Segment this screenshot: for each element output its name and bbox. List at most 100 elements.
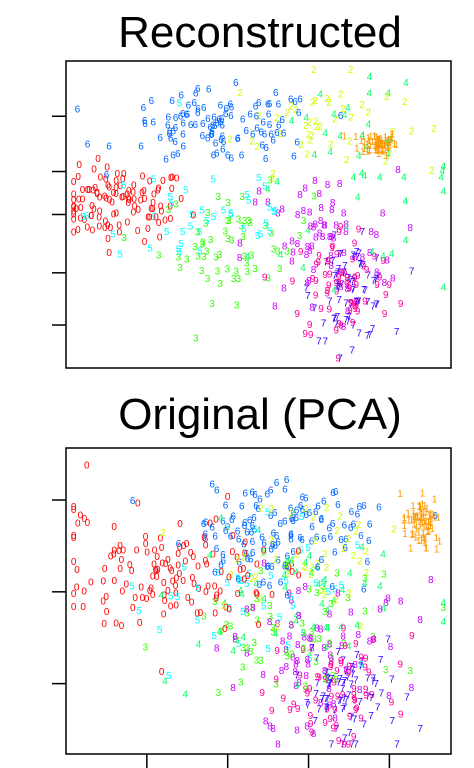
data-point-digit-0: 0 <box>174 573 180 584</box>
data-point-digit-6: 6 <box>267 120 273 131</box>
data-point-digit-9: 9 <box>345 276 351 287</box>
data-point-digit-9: 9 <box>338 656 344 667</box>
data-point-digit-9: 9 <box>297 671 303 682</box>
data-point-digit-6: 6 <box>218 135 224 146</box>
data-point-digit-6: 6 <box>203 534 209 545</box>
data-point-digit-5: 5 <box>265 644 271 655</box>
data-point-digit-1: 1 <box>370 137 376 148</box>
data-point-digit-6: 6 <box>349 507 355 518</box>
data-point-digit-3: 3 <box>192 242 198 253</box>
data-point-digit-9: 9 <box>355 297 361 308</box>
data-point-digit-6: 6 <box>285 552 291 563</box>
data-point-digit-2: 2 <box>227 135 233 146</box>
data-point-digit-3: 3 <box>236 214 242 225</box>
data-point-digit-6: 6 <box>265 100 271 111</box>
data-point-digit-9: 9 <box>334 250 340 261</box>
data-point-digit-8: 8 <box>305 659 311 670</box>
data-point-digit-6: 6 <box>267 99 273 110</box>
data-point-digit-9: 9 <box>310 274 316 285</box>
data-point-digit-1: 1 <box>418 502 424 513</box>
data-point-digit-4: 4 <box>158 591 164 602</box>
data-point-digit-6: 6 <box>235 526 241 537</box>
data-point-digit-5: 5 <box>268 571 274 582</box>
data-point-digit-7: 7 <box>337 696 343 707</box>
data-point-digit-0: 0 <box>117 541 123 552</box>
data-point-digit-9: 9 <box>336 278 342 289</box>
data-point-digit-4: 4 <box>354 621 360 632</box>
data-point-digit-9: 9 <box>327 305 333 316</box>
data-point-digit-6: 6 <box>130 496 136 507</box>
data-point-digit-6: 6 <box>279 115 285 126</box>
data-point-digit-7: 7 <box>329 674 335 685</box>
data-point-digit-3: 3 <box>267 176 273 187</box>
data-point-digit-0: 0 <box>145 224 151 235</box>
data-point-digit-0: 0 <box>103 174 109 185</box>
data-point-digit-6: 6 <box>338 111 344 122</box>
data-point-digit-6: 6 <box>220 516 226 527</box>
data-point-digit-7: 7 <box>373 274 379 285</box>
data-point-digit-9: 9 <box>308 330 314 341</box>
data-point-digit-0: 0 <box>97 207 103 218</box>
data-point-digit-0: 0 <box>212 609 218 620</box>
data-point-digit-0: 0 <box>175 549 181 560</box>
data-point-digit-9: 9 <box>335 353 341 364</box>
data-point-digit-0: 0 <box>150 590 156 601</box>
data-point-digit-7: 7 <box>342 676 348 687</box>
data-point-digit-1: 1 <box>360 147 366 158</box>
data-point-digit-8: 8 <box>329 205 335 216</box>
data-point-digit-2: 2 <box>324 94 330 105</box>
data-point-digit-6: 6 <box>178 90 184 101</box>
data-point-digit-4: 4 <box>265 184 271 195</box>
data-point-digit-7: 7 <box>375 703 381 714</box>
data-point-digit-3: 3 <box>258 566 264 577</box>
data-point-digit-3: 3 <box>248 647 254 658</box>
data-point-digit-1: 1 <box>423 534 429 545</box>
data-point-digit-1: 1 <box>379 138 385 149</box>
data-point-digit-1: 1 <box>376 140 382 151</box>
data-point-digit-1: 1 <box>428 509 434 520</box>
data-point-digit-8: 8 <box>356 630 362 641</box>
data-point-digit-8: 8 <box>295 640 301 651</box>
data-point-digit-8: 8 <box>317 189 323 200</box>
data-point-digit-5: 5 <box>177 99 183 110</box>
data-point-digit-7: 7 <box>345 673 351 684</box>
data-point-digit-6: 6 <box>268 545 274 556</box>
data-point-digit-9: 9 <box>302 329 308 340</box>
data-point-digit-0: 0 <box>256 620 262 631</box>
data-point-digit-8: 8 <box>309 242 315 253</box>
data-point-digit-6: 6 <box>297 533 303 544</box>
data-point-digit-8: 8 <box>328 656 334 667</box>
data-point-digit-1: 1 <box>425 527 431 538</box>
data-point-digit-8: 8 <box>295 239 301 250</box>
data-point-digit-6: 6 <box>288 535 294 546</box>
data-point-digit-0: 0 <box>102 564 108 575</box>
data-point-digit-0: 0 <box>168 173 174 184</box>
data-point-digit-8: 8 <box>303 671 309 682</box>
data-point-digit-6: 6 <box>169 96 175 107</box>
data-point-digit-9: 9 <box>315 672 321 683</box>
data-point-digit-1: 1 <box>365 140 371 151</box>
data-point-digit-0: 0 <box>89 211 95 222</box>
data-point-digit-8: 8 <box>331 699 337 710</box>
data-point-digit-0: 0 <box>117 228 123 239</box>
data-point-digit-1: 1 <box>417 501 423 512</box>
data-point-digit-2: 2 <box>315 559 321 570</box>
data-point-digit-7: 7 <box>368 711 374 722</box>
data-point-digit-9: 9 <box>369 690 375 701</box>
data-point-digit-0: 0 <box>102 223 108 234</box>
data-point-digit-7: 7 <box>321 319 327 330</box>
data-point-digit-0: 0 <box>71 589 77 600</box>
data-point-digit-8: 8 <box>340 631 346 642</box>
data-point-digit-2: 2 <box>268 536 274 547</box>
data-point-digit-1: 1 <box>411 519 417 530</box>
data-point-digit-6: 6 <box>243 126 249 137</box>
data-point-digit-5: 5 <box>240 607 246 618</box>
data-point-digit-7: 7 <box>343 666 349 677</box>
data-point-digit-6: 6 <box>330 582 336 593</box>
data-point-digit-8: 8 <box>325 180 331 191</box>
data-point-digit-9: 9 <box>313 695 319 706</box>
data-point-digit-0: 0 <box>91 205 97 216</box>
data-point-digit-5: 5 <box>290 601 296 612</box>
data-point-digit-3: 3 <box>201 612 207 623</box>
data-point-digit-0: 0 <box>150 204 156 215</box>
